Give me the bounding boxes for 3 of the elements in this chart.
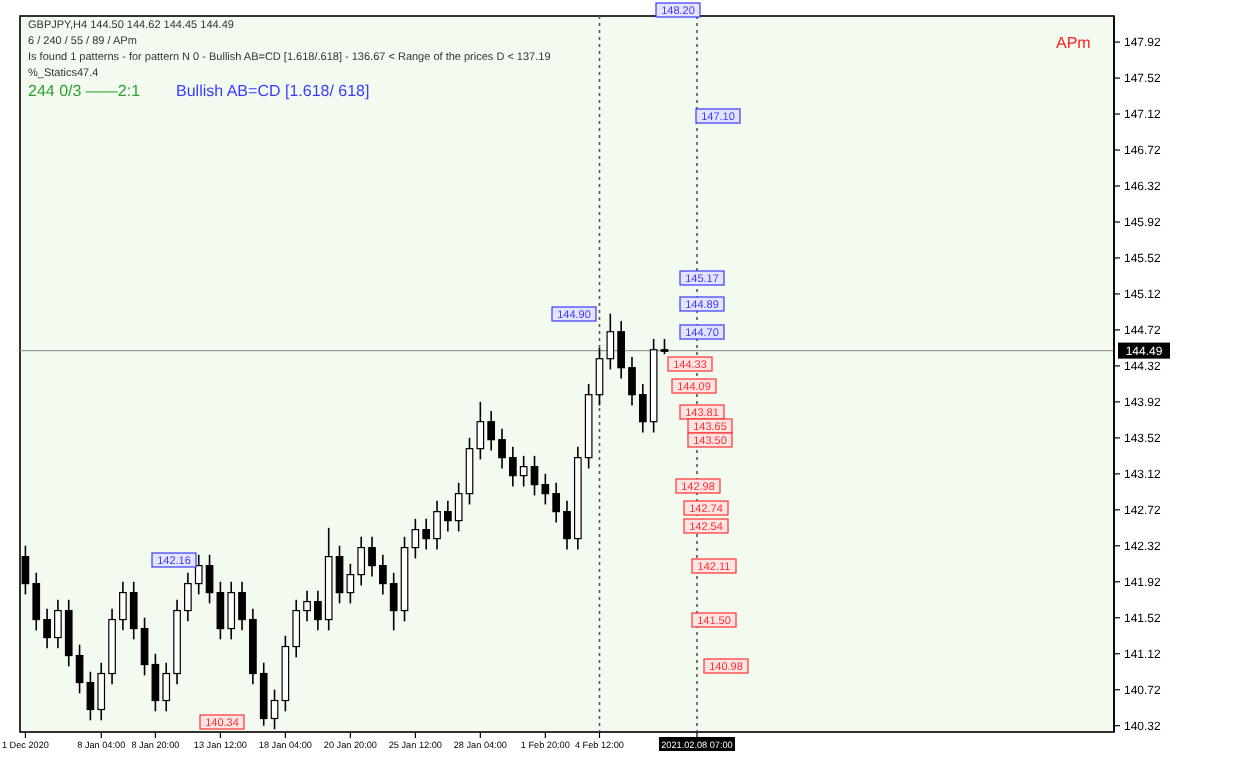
annotation: Bullish AB=CD [1.618/ 618]: [176, 82, 370, 100]
annotation: APm: [1056, 34, 1092, 52]
annotation: 244 0/3 ——2:1: [28, 82, 142, 100]
